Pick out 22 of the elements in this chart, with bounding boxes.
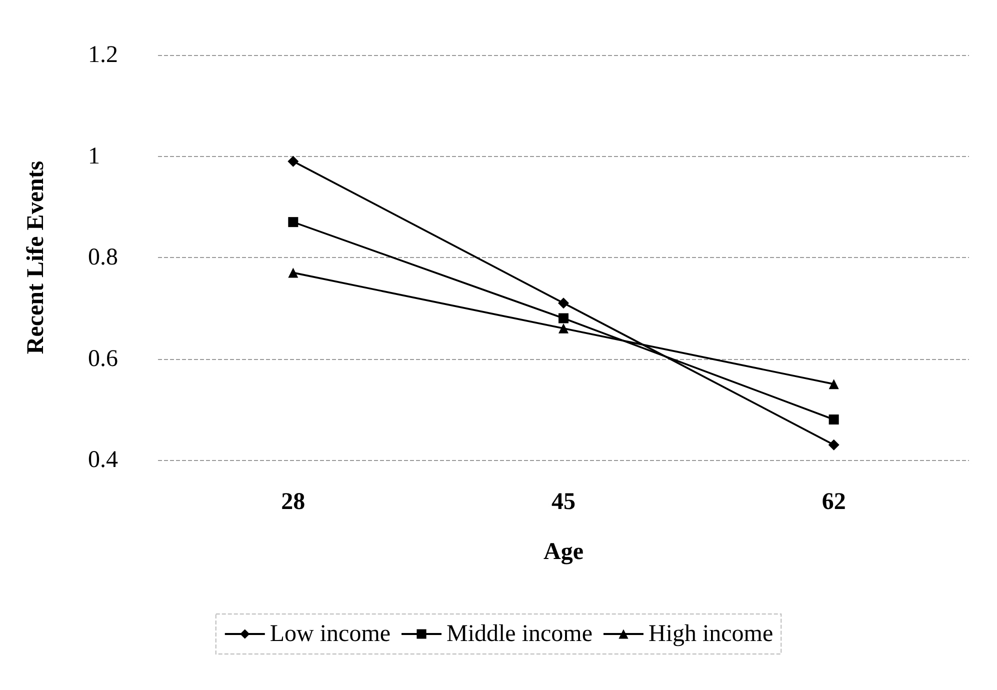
point xyxy=(828,414,839,424)
x-axis-title: Age xyxy=(544,539,584,565)
point xyxy=(288,156,299,167)
point xyxy=(828,379,839,390)
y-tick-label: 1 xyxy=(88,143,100,170)
point xyxy=(558,298,569,309)
y-tick-label: 0.4 xyxy=(88,447,118,473)
legend-label: High income xyxy=(648,621,774,647)
point xyxy=(558,313,568,324)
y-tick-label: 0.6 xyxy=(88,346,118,372)
x-tick-label: 45 xyxy=(552,489,576,515)
point xyxy=(558,323,568,334)
point xyxy=(288,268,298,278)
y-tick-label: 0.8 xyxy=(88,244,118,270)
y-axis-title: Recent Life Events xyxy=(23,160,49,354)
y-tick-label: 1.2 xyxy=(88,42,118,68)
legend-label: Low income xyxy=(270,621,391,647)
x-tick-label: 28 xyxy=(281,489,306,515)
x-tick-label: 62 xyxy=(822,489,846,515)
point xyxy=(828,439,840,450)
point xyxy=(288,217,298,228)
legend-label: Middle income xyxy=(446,621,592,647)
